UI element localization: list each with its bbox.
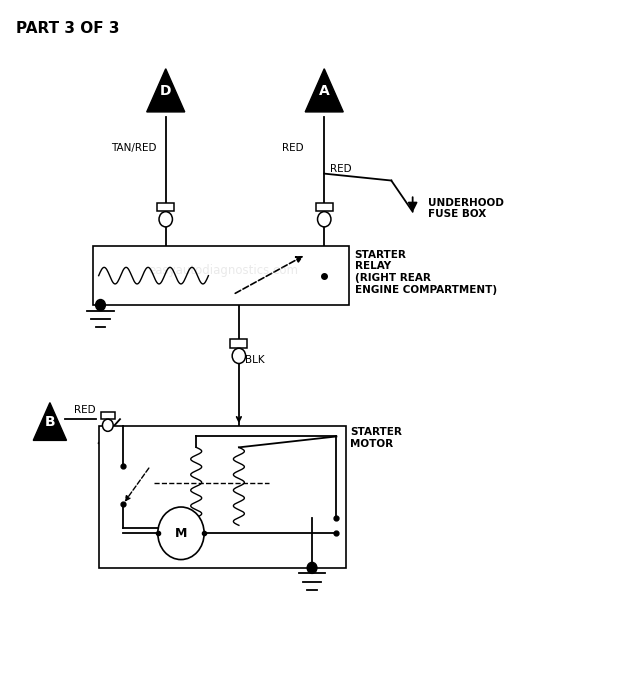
Circle shape (158, 507, 204, 559)
Circle shape (96, 300, 106, 311)
Bar (93, 246, 349, 305)
Bar (101, 412, 114, 419)
Bar (316, 203, 332, 211)
Bar (99, 426, 345, 568)
Circle shape (159, 211, 172, 227)
Polygon shape (146, 69, 185, 112)
Text: easyautodiagnostics.com: easyautodiagnostics.com (149, 264, 298, 277)
Text: D: D (160, 84, 171, 98)
Text: TAN/RED: TAN/RED (111, 143, 156, 153)
Text: RED: RED (282, 143, 303, 153)
Circle shape (232, 349, 245, 363)
Circle shape (103, 419, 113, 431)
Polygon shape (33, 402, 67, 440)
Text: RED: RED (331, 164, 352, 174)
Polygon shape (305, 69, 343, 112)
Text: M: M (175, 527, 187, 540)
Bar (157, 203, 174, 211)
Text: BLK: BLK (245, 355, 265, 365)
Text: PART 3 OF 3: PART 3 OF 3 (16, 22, 120, 36)
Circle shape (318, 211, 331, 227)
Bar (231, 340, 247, 348)
Text: B: B (44, 415, 55, 429)
Circle shape (307, 562, 317, 573)
Text: STARTER
RELAY
(RIGHT REAR
ENGINE COMPARTMENT): STARTER RELAY (RIGHT REAR ENGINE COMPART… (355, 250, 497, 295)
Text: UNDERHOOD
FUSE BOX: UNDERHOOD FUSE BOX (428, 198, 504, 219)
Text: RED: RED (74, 405, 96, 415)
Text: STARTER
MOTOR: STARTER MOTOR (350, 428, 402, 449)
Text: A: A (319, 84, 329, 98)
